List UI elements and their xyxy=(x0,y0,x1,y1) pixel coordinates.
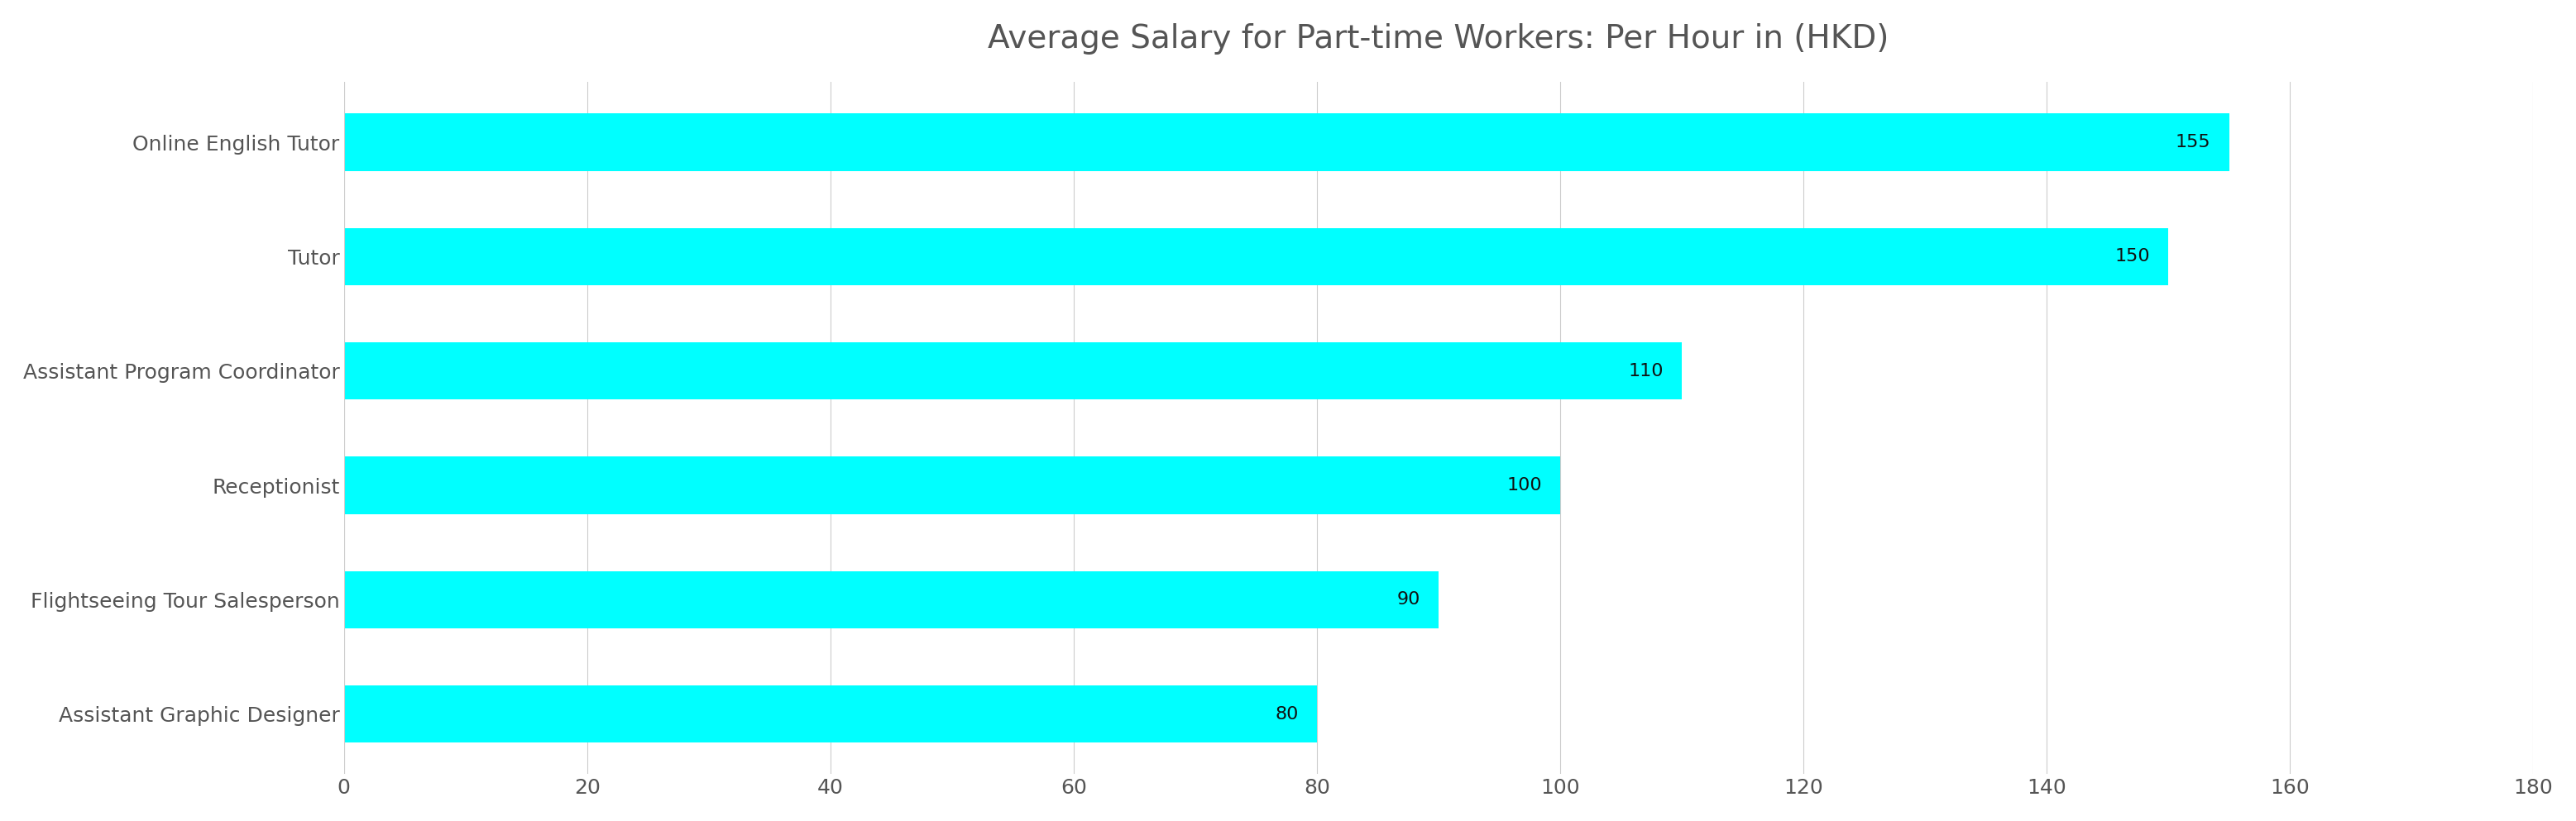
Text: 90: 90 xyxy=(1396,591,1419,608)
Text: 155: 155 xyxy=(2177,134,2210,150)
Bar xyxy=(343,228,2169,285)
Text: 150: 150 xyxy=(2115,249,2151,265)
Bar xyxy=(343,571,1437,628)
Bar xyxy=(343,456,1561,514)
Bar xyxy=(343,686,1316,743)
Bar xyxy=(343,342,1682,400)
Bar xyxy=(343,113,2228,171)
Text: 80: 80 xyxy=(1275,706,1298,722)
Title: Average Salary for Part-time Workers: Per Hour in (HKD): Average Salary for Part-time Workers: Pe… xyxy=(989,23,1888,54)
Text: 110: 110 xyxy=(1628,363,1664,379)
Text: 100: 100 xyxy=(1507,477,1543,493)
